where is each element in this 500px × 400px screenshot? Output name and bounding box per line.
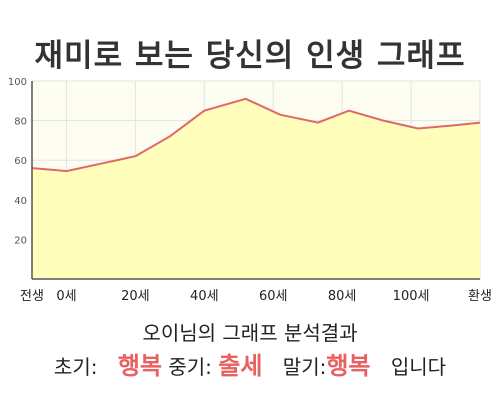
early-value: 행복 bbox=[117, 352, 162, 380]
result-summary: 초기: 행복 중기: 출세 말기:행복 입니다 bbox=[0, 346, 500, 381]
x-tick-label: 환생 bbox=[468, 289, 492, 304]
y-tick-label: 60 bbox=[14, 156, 27, 167]
ending-text: 입니다 bbox=[390, 355, 447, 379]
x-tick-label: 0세 bbox=[56, 289, 76, 304]
y-tick-label: 80 bbox=[14, 117, 27, 128]
y-tick-label: 100 bbox=[8, 77, 27, 88]
late-label: 말기: bbox=[282, 355, 327, 379]
y-tick-label: 20 bbox=[14, 235, 27, 246]
x-tick-label: 100세 bbox=[393, 289, 430, 304]
x-tick-label: 40세 bbox=[190, 289, 219, 304]
y-tick-label: 40 bbox=[14, 196, 27, 207]
mid-value: 출세 bbox=[218, 352, 263, 380]
late-value: 행복 bbox=[326, 352, 371, 380]
x-tick-label: 60세 bbox=[259, 289, 288, 304]
x-tick-label: 20세 bbox=[121, 289, 150, 304]
early-label: 초기: bbox=[53, 355, 98, 379]
life-line bbox=[31, 97, 481, 173]
mid-label: 중기: bbox=[168, 355, 212, 379]
x-tick-label: 전생 bbox=[20, 289, 44, 304]
life-area-fill bbox=[32, 98, 480, 279]
page-title: 재미로 보는 당신의 인생 그래프 bbox=[34, 38, 466, 74]
analysis-title: 오이님의 그래프 분석결과 bbox=[142, 321, 358, 345]
x-tick-label: 80세 bbox=[328, 289, 357, 304]
